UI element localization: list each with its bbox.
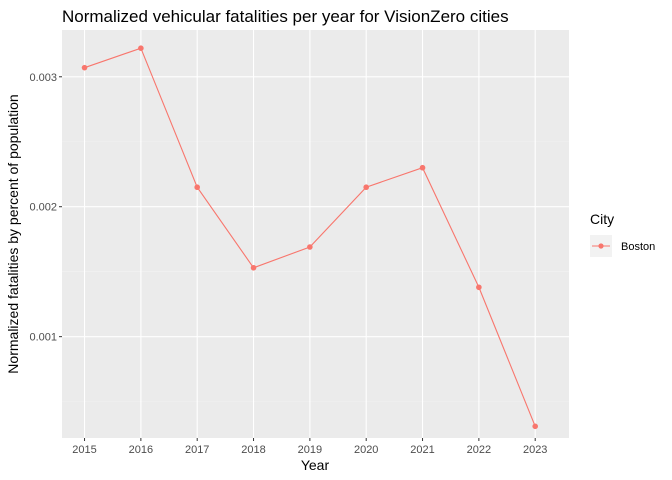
legend-key-point	[598, 243, 604, 249]
axis-ticks: 0.001 0.002 0.003 2015 2016 2017 2018 2019 2020 2…	[29, 72, 547, 456]
x-tick-label: 2017	[185, 444, 209, 456]
data-point	[363, 184, 370, 191]
data-point	[419, 164, 426, 171]
data-point	[81, 64, 88, 71]
major-gridlines	[62, 30, 569, 438]
series-layer	[81, 45, 538, 430]
x-tick-label: 2021	[410, 444, 434, 456]
y-tick-label: 0.003	[29, 72, 57, 84]
x-tick-label: 2018	[241, 444, 265, 456]
x-tick-label: 2020	[354, 444, 378, 456]
chart-title: Normalized vehicular fatalities per year…	[62, 7, 509, 26]
y-tick-label: 0.001	[29, 332, 57, 344]
legend: City Boston	[590, 211, 655, 257]
y-tick-label: 0.002	[29, 202, 57, 214]
x-tick-label: 2019	[298, 444, 322, 456]
x-tick-label: 2016	[129, 444, 153, 456]
data-point	[476, 284, 482, 291]
data-point	[250, 264, 257, 271]
y-axis-title: Normalized fatalities by percent of popu…	[5, 94, 21, 373]
data-point	[532, 423, 538, 430]
data-point	[194, 184, 200, 191]
data-point	[138, 45, 144, 51]
x-tick-label: 2022	[467, 444, 491, 456]
x-tick-label: 2015	[72, 444, 96, 456]
legend-title: City	[590, 211, 614, 227]
data-point	[307, 244, 313, 250]
legend-label-boston: Boston	[621, 241, 655, 253]
plot-panel	[62, 30, 569, 438]
x-tick-label: 2023	[523, 444, 547, 456]
x-axis-title: Year	[301, 457, 330, 473]
minor-gridlines	[62, 141, 569, 402]
